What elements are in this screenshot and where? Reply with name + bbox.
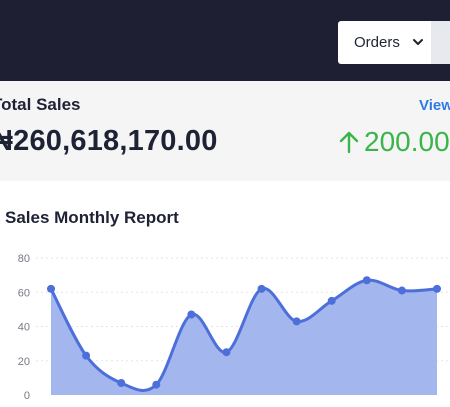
y-tick-label: 40 — [18, 322, 30, 334]
orders-select-value: Orders — [354, 34, 400, 51]
data-point[interactable] — [362, 276, 371, 285]
view-link[interactable]: View — [419, 97, 450, 114]
top-navigation-bar: Orders — [0, 0, 450, 81]
sales-change-indicator: 200.00 — [338, 125, 450, 159]
data-point[interactable] — [47, 284, 55, 293]
y-tick-label: 60 — [18, 287, 30, 299]
y-tick-label: 80 — [18, 253, 30, 265]
chevron-down-icon — [413, 39, 423, 45]
data-point[interactable] — [257, 284, 266, 293]
data-point[interactable] — [222, 348, 231, 357]
sales-area-fill — [51, 280, 437, 395]
total-sales-label: Total Sales — [0, 95, 81, 114]
arrow-up-icon — [339, 131, 359, 154]
y-tick-label: 0 — [24, 390, 30, 402]
data-point[interactable] — [327, 296, 336, 305]
data-point[interactable] — [292, 317, 301, 326]
data-point[interactable] — [433, 284, 441, 293]
data-point[interactable] — [82, 351, 91, 360]
data-point[interactable] — [117, 379, 126, 388]
orders-select[interactable]: Orders — [338, 21, 431, 64]
sales-monthly-chart: 0 20 40 60 80 — [18, 253, 450, 402]
data-point[interactable] — [187, 310, 196, 319]
data-point[interactable] — [397, 286, 406, 295]
select-adjacent-control[interactable] — [431, 21, 450, 64]
sales-monthly-report-title: Sales Monthly Report — [5, 208, 179, 227]
sales-change-value: 200.00 — [364, 126, 450, 157]
total-sales-card: Total Sales ₦260,618,170.00 View 200.00 — [0, 81, 450, 181]
total-sales-value: ₦260,618,170.00 — [0, 125, 218, 157]
y-tick-label: 20 — [18, 356, 30, 368]
data-point[interactable] — [152, 380, 161, 389]
